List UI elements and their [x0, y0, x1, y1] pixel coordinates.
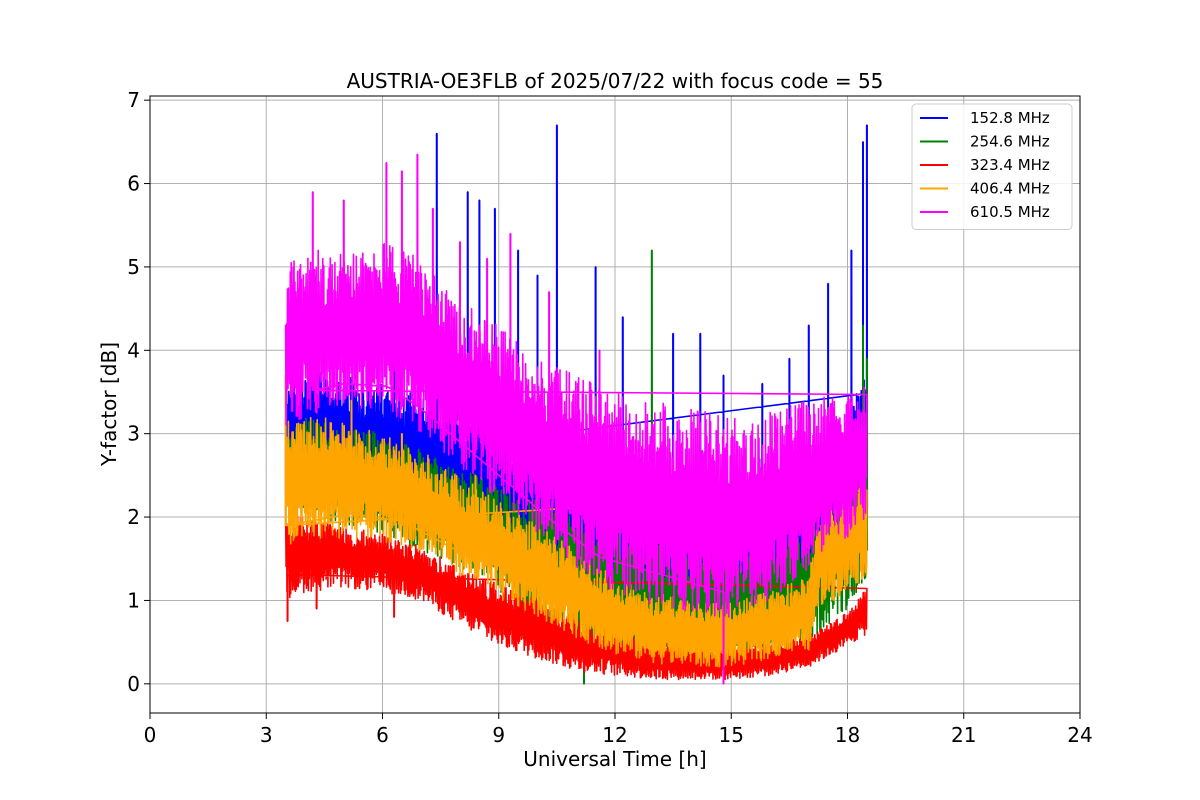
series-line-4 — [284, 153, 868, 685]
legend: 152.8 MHz 254.6 MHz 323.4 MHz 406.4 MHz 610.… — [911, 103, 1073, 230]
legend-label-0: 152.8 MHz — [970, 109, 1050, 127]
legend-label-3: 406.4 MHz — [970, 180, 1050, 198]
y-axis-label: Y-factor [dB] — [97, 342, 121, 467]
series-4 — [284, 153, 868, 685]
x-tick-label: 15 — [719, 723, 744, 747]
y-tick-label: 2 — [127, 505, 140, 529]
series-layer — [284, 124, 869, 685]
y-tick-label: 3 — [127, 422, 140, 446]
x-tick-label: 9 — [492, 723, 505, 747]
legend-label-2: 323.4 MHz — [970, 156, 1050, 174]
x-tick-label: 6 — [376, 723, 389, 747]
x-tick-label: 21 — [951, 723, 976, 747]
legend-box — [911, 103, 1073, 230]
chart-title: AUSTRIA-OE3FLB of 2025/07/22 with focus … — [347, 69, 884, 93]
x-tick-label: 3 — [260, 723, 273, 747]
x-tick-label: 18 — [835, 723, 860, 747]
x-tick-label: 24 — [1067, 723, 1092, 747]
series-3 — [284, 374, 868, 668]
y-tick-label: 0 — [127, 672, 140, 696]
x-tick-label: 0 — [144, 723, 157, 747]
y-tick-label: 7 — [127, 88, 140, 112]
x-tick-label: 12 — [602, 723, 627, 747]
y-tick-label: 1 — [127, 588, 140, 612]
y-tick-label: 4 — [127, 338, 140, 362]
y-tick-label: 5 — [127, 255, 140, 279]
legend-label-1: 254.6 MHz — [970, 133, 1050, 151]
legend-label-4: 610.5 MHz — [970, 203, 1050, 221]
series-line-3 — [284, 374, 868, 668]
y-tick-label: 6 — [127, 172, 140, 196]
x-axis-label: Universal Time [h] — [523, 747, 706, 771]
